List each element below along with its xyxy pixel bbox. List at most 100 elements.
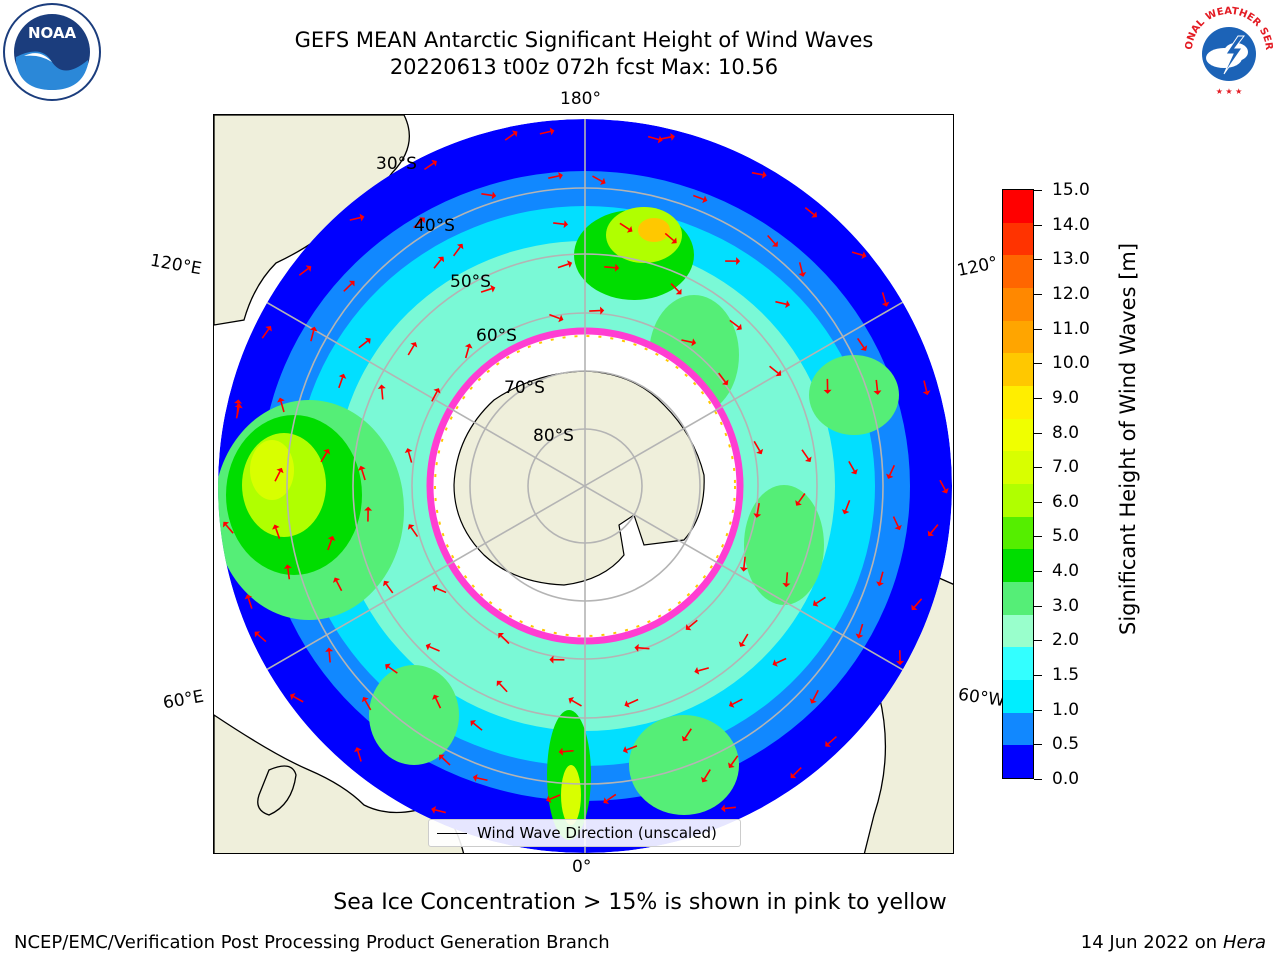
madagascar-land	[257, 765, 297, 816]
wind-arrow	[498, 632, 510, 645]
colorbar-tick-label: 6.0	[1052, 491, 1080, 512]
colorbar-tick-label: 0.0	[1052, 769, 1080, 789]
colorbar-tick	[1034, 675, 1042, 677]
wind-arrow	[720, 804, 736, 813]
colorbar-tick	[1034, 709, 1042, 711]
wind-arrow	[604, 263, 620, 272]
wind-arrow	[876, 571, 884, 587]
wind-arrow	[728, 698, 743, 708]
colorbar-tick	[1034, 224, 1042, 226]
wind-arrow	[222, 521, 234, 534]
colorbar-tick	[1034, 640, 1042, 642]
antarctica-land	[453, 370, 705, 586]
wind-arrow	[809, 689, 819, 704]
wind-arrow	[692, 194, 708, 204]
colorbar-tick	[1034, 536, 1042, 538]
wind-arrow	[383, 580, 394, 594]
wind-arrow	[549, 313, 564, 323]
map-canvas: 30°S 40°S 50°S 60°S 70°S 80°S	[214, 115, 953, 853]
wind-arrow	[274, 467, 284, 482]
wind-arrow	[753, 440, 764, 455]
chart-subtitle: 20220613 t00z 072h fcst Max: 10.56	[389, 55, 779, 79]
wind-arrow	[234, 399, 243, 415]
wind-arrow	[277, 397, 285, 413]
colorbar-segment	[1003, 680, 1033, 713]
wind-arrow	[798, 262, 807, 277]
wind-arrow	[432, 584, 447, 594]
wind-arrow	[622, 745, 638, 754]
wind-arrow	[481, 191, 497, 200]
wind-arrow	[739, 556, 748, 572]
colorbar-tick-label: 7.0	[1052, 457, 1080, 478]
wind-arrow	[751, 170, 767, 179]
wind-arrow	[782, 572, 791, 588]
colorbar-segment	[1003, 386, 1033, 419]
wind-arrow	[496, 680, 508, 693]
colorbar-tick	[1034, 190, 1042, 191]
legend-label: Wind Wave Direction (unscaled)	[477, 824, 717, 842]
colorbar-segment	[1003, 320, 1033, 354]
wind-arrow	[377, 384, 386, 400]
colorbar-segment	[1003, 222, 1033, 256]
footer-date: 14 Jun 2022 on Hera	[1081, 932, 1266, 953]
wind-arrow	[795, 493, 806, 506]
lon-label-60e: 60°E	[161, 686, 206, 714]
colorbar-tick	[1034, 779, 1042, 780]
wind-arrow	[769, 365, 782, 377]
lon-label-60w: 60°W	[956, 684, 1007, 712]
colorbar-tick-label: 1.5	[1052, 665, 1080, 686]
wind-arrow	[407, 342, 418, 356]
wind-arrow	[431, 388, 441, 402]
colorbar-tick	[1034, 501, 1042, 503]
wind-arrow	[385, 663, 398, 674]
lon-label-120w: 120°	[955, 252, 1000, 282]
wind-arrow	[886, 464, 896, 479]
wind-arrow	[694, 666, 709, 675]
wind-arrow	[738, 633, 749, 647]
lat-label-30: 30°S	[376, 154, 417, 174]
wind-arrow	[729, 319, 742, 331]
colorbar-tick-label: 9.0	[1052, 387, 1080, 408]
wind-arrow	[848, 460, 858, 475]
wind-arrow	[283, 564, 292, 580]
colorbar-segment	[1003, 190, 1033, 223]
wind-arrow	[439, 754, 451, 766]
svg-text:★ ★ ★: ★ ★ ★	[1216, 87, 1243, 96]
nws-logo: NATIONAL WEATHER SERVICE ★ ★ ★	[1180, 2, 1275, 97]
wind-arrow	[728, 755, 739, 768]
wind-arrow	[361, 696, 372, 711]
wind-arrow	[592, 175, 606, 185]
noaa-logo-text: NOAA	[28, 24, 77, 42]
wind-arrow	[431, 805, 446, 814]
colorbar-tick	[1034, 432, 1042, 434]
wind-arrow	[548, 171, 563, 180]
colorbar-segment	[1003, 647, 1033, 681]
wind-arrow	[433, 256, 445, 269]
lat-label-70: 70°S	[504, 378, 545, 398]
colorbar-segment	[1003, 451, 1033, 485]
lon-label-180: 180°	[560, 89, 601, 109]
colorbar-tick-label: 4.0	[1052, 561, 1080, 582]
wind-arrow	[557, 260, 573, 269]
colorbar-tick-label: 10.0	[1052, 353, 1090, 374]
wind-arrow	[558, 747, 574, 756]
colorbar-segment	[1003, 288, 1033, 321]
wind-arrow	[354, 747, 362, 762]
wind-arrow	[464, 343, 473, 359]
colorbar-tick-label: 8.0	[1052, 422, 1080, 443]
wind-arrow	[325, 647, 334, 663]
colorbar-tick-label: 3.0	[1052, 595, 1080, 616]
colorbar-segment	[1003, 353, 1033, 387]
wind-arrow	[634, 643, 650, 652]
wind-arrow	[725, 257, 741, 266]
wind-arrow	[670, 282, 682, 295]
wind-arrow	[701, 769, 711, 783]
colorbar-tick-label: 13.0	[1052, 249, 1090, 270]
wind-arrow	[896, 650, 905, 666]
colorbar-tick-label: 2.0	[1052, 630, 1080, 651]
colorbar-tick	[1034, 571, 1042, 573]
wind-arrow	[856, 338, 868, 351]
colorbar-title-text: Significant Height of Wind Waves [m]	[1116, 242, 1140, 635]
wind-arrow	[681, 728, 692, 742]
wind-arrow	[892, 516, 902, 531]
